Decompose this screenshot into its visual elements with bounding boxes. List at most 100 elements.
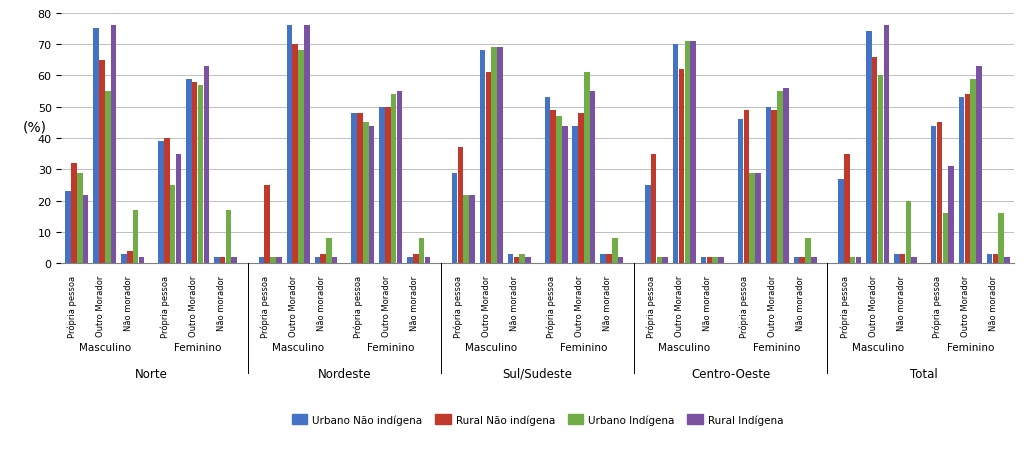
Bar bbox=[663, 258, 668, 264]
Bar bbox=[77, 173, 83, 264]
Bar bbox=[170, 186, 175, 264]
Bar bbox=[612, 239, 617, 264]
Bar bbox=[562, 126, 567, 264]
Bar bbox=[690, 42, 696, 264]
Text: Feminino: Feminino bbox=[946, 342, 994, 352]
Bar bbox=[498, 48, 503, 264]
Text: Não morador: Não morador bbox=[989, 275, 998, 330]
Bar bbox=[198, 86, 204, 264]
Text: Não morador: Não morador bbox=[603, 275, 612, 330]
Text: Própria pessoa: Própria pessoa bbox=[840, 275, 850, 337]
Bar bbox=[385, 107, 390, 264]
Bar bbox=[856, 258, 861, 264]
Bar bbox=[750, 173, 755, 264]
Bar bbox=[844, 154, 850, 264]
Text: Não morador: Não morador bbox=[317, 275, 326, 330]
Text: Própria pessoa: Própria pessoa bbox=[739, 275, 750, 337]
Bar bbox=[811, 258, 816, 264]
Bar bbox=[850, 258, 855, 264]
Bar bbox=[326, 239, 332, 264]
Text: Própria pessoa: Própria pessoa bbox=[547, 275, 556, 337]
Bar bbox=[987, 254, 992, 264]
Bar bbox=[971, 79, 976, 264]
Bar bbox=[656, 258, 663, 264]
Bar bbox=[362, 123, 369, 264]
Bar bbox=[391, 95, 396, 264]
Text: Outro Morador: Outro Morador bbox=[868, 275, 878, 336]
Bar bbox=[225, 211, 231, 264]
Bar bbox=[794, 258, 799, 264]
Text: Outro Morador: Outro Morador bbox=[188, 275, 198, 336]
Bar bbox=[937, 123, 942, 264]
Bar bbox=[508, 254, 513, 264]
Bar bbox=[718, 258, 724, 264]
Bar bbox=[894, 254, 899, 264]
Bar bbox=[186, 79, 191, 264]
Bar bbox=[492, 48, 497, 264]
Bar bbox=[259, 258, 264, 264]
Text: Outro Morador: Outro Morador bbox=[574, 275, 584, 336]
Text: Outro Morador: Outro Morador bbox=[482, 275, 492, 336]
Bar bbox=[645, 186, 650, 264]
Bar bbox=[771, 111, 777, 264]
Bar bbox=[133, 211, 138, 264]
Bar bbox=[556, 117, 562, 264]
Bar bbox=[965, 95, 970, 264]
Text: Nordeste: Nordeste bbox=[317, 367, 371, 380]
Text: Própria pessoa: Própria pessoa bbox=[160, 275, 170, 337]
Bar bbox=[766, 107, 771, 264]
Text: Própria pessoa: Própria pessoa bbox=[353, 275, 362, 337]
Bar bbox=[105, 92, 111, 264]
Text: Masculino: Masculino bbox=[852, 342, 903, 352]
Bar bbox=[321, 254, 326, 264]
Bar bbox=[458, 148, 463, 264]
Text: Outro Morador: Outro Morador bbox=[96, 275, 104, 336]
Bar bbox=[485, 73, 492, 264]
Text: Centro-Oeste: Centro-Oeste bbox=[691, 367, 770, 380]
Bar bbox=[408, 258, 413, 264]
Bar bbox=[351, 114, 357, 264]
Bar bbox=[264, 186, 270, 264]
Bar bbox=[139, 258, 144, 264]
Bar bbox=[121, 254, 127, 264]
Bar bbox=[805, 239, 811, 264]
Text: Sul/Sudeste: Sul/Sudeste bbox=[503, 367, 572, 380]
Text: Outro Morador: Outro Morador bbox=[289, 275, 298, 336]
Text: Não morador: Não morador bbox=[216, 275, 225, 330]
Bar bbox=[600, 254, 606, 264]
Bar bbox=[755, 173, 761, 264]
Bar bbox=[685, 42, 690, 264]
Bar bbox=[425, 258, 430, 264]
Bar bbox=[871, 57, 878, 264]
Bar bbox=[783, 89, 788, 264]
Bar bbox=[287, 26, 292, 264]
Text: Feminino: Feminino bbox=[174, 342, 221, 352]
Text: Total: Total bbox=[910, 367, 938, 380]
Bar bbox=[191, 82, 198, 264]
Bar bbox=[590, 92, 595, 264]
Bar bbox=[545, 98, 550, 264]
Bar bbox=[519, 254, 525, 264]
Bar bbox=[72, 164, 77, 264]
Text: Própria pessoa: Própria pessoa bbox=[454, 275, 463, 337]
Text: Não morador: Não morador bbox=[703, 275, 713, 330]
Bar bbox=[777, 92, 782, 264]
Bar bbox=[513, 258, 519, 264]
Bar bbox=[651, 154, 656, 264]
Bar bbox=[66, 192, 71, 264]
Bar bbox=[572, 126, 578, 264]
Bar bbox=[464, 195, 469, 264]
Bar bbox=[839, 179, 844, 264]
Bar bbox=[176, 154, 181, 264]
Bar bbox=[976, 67, 982, 264]
Bar bbox=[314, 258, 321, 264]
Text: Feminino: Feminino bbox=[754, 342, 801, 352]
Bar bbox=[679, 70, 684, 264]
Text: Não morador: Não morador bbox=[510, 275, 519, 330]
Bar bbox=[617, 258, 624, 264]
Bar bbox=[332, 258, 338, 264]
Bar bbox=[905, 201, 911, 264]
Bar bbox=[214, 258, 219, 264]
Bar bbox=[419, 239, 424, 264]
Text: Masculino: Masculino bbox=[465, 342, 517, 352]
